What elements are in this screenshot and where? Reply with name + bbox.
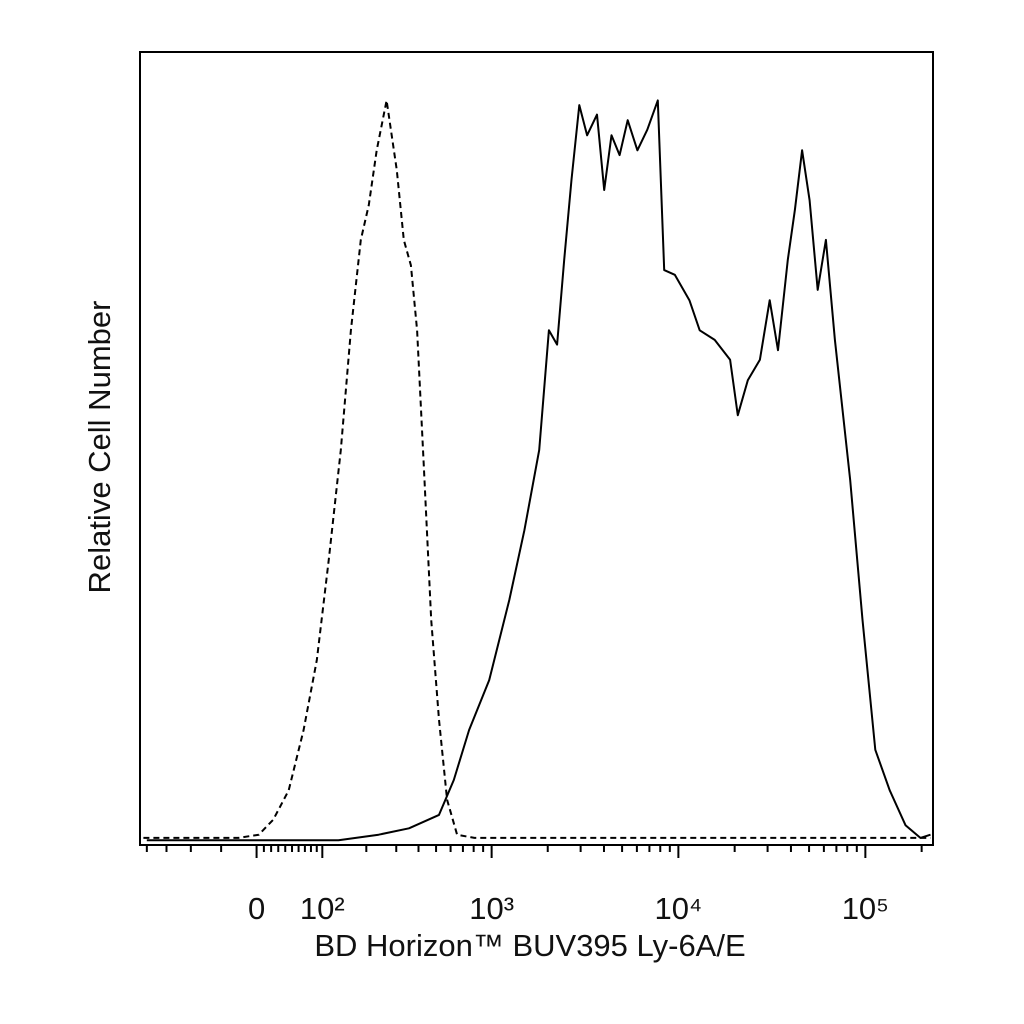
x-tick-label: 0 [248, 891, 265, 926]
x-tick-label: 10² [300, 891, 345, 926]
x-tick-label: 10³ [469, 891, 514, 926]
histogram-line [143, 99, 931, 839]
x-tick-label: 10⁵ [842, 891, 889, 926]
x-tick-label: 10⁴ [654, 891, 702, 926]
plot-frame [139, 51, 934, 846]
y-axis-label: Relative Cell Number [82, 301, 117, 594]
x-axis-label: BD Horizon™ BUV395 Ly-6A/E [314, 928, 745, 963]
histogram-line [146, 99, 931, 842]
